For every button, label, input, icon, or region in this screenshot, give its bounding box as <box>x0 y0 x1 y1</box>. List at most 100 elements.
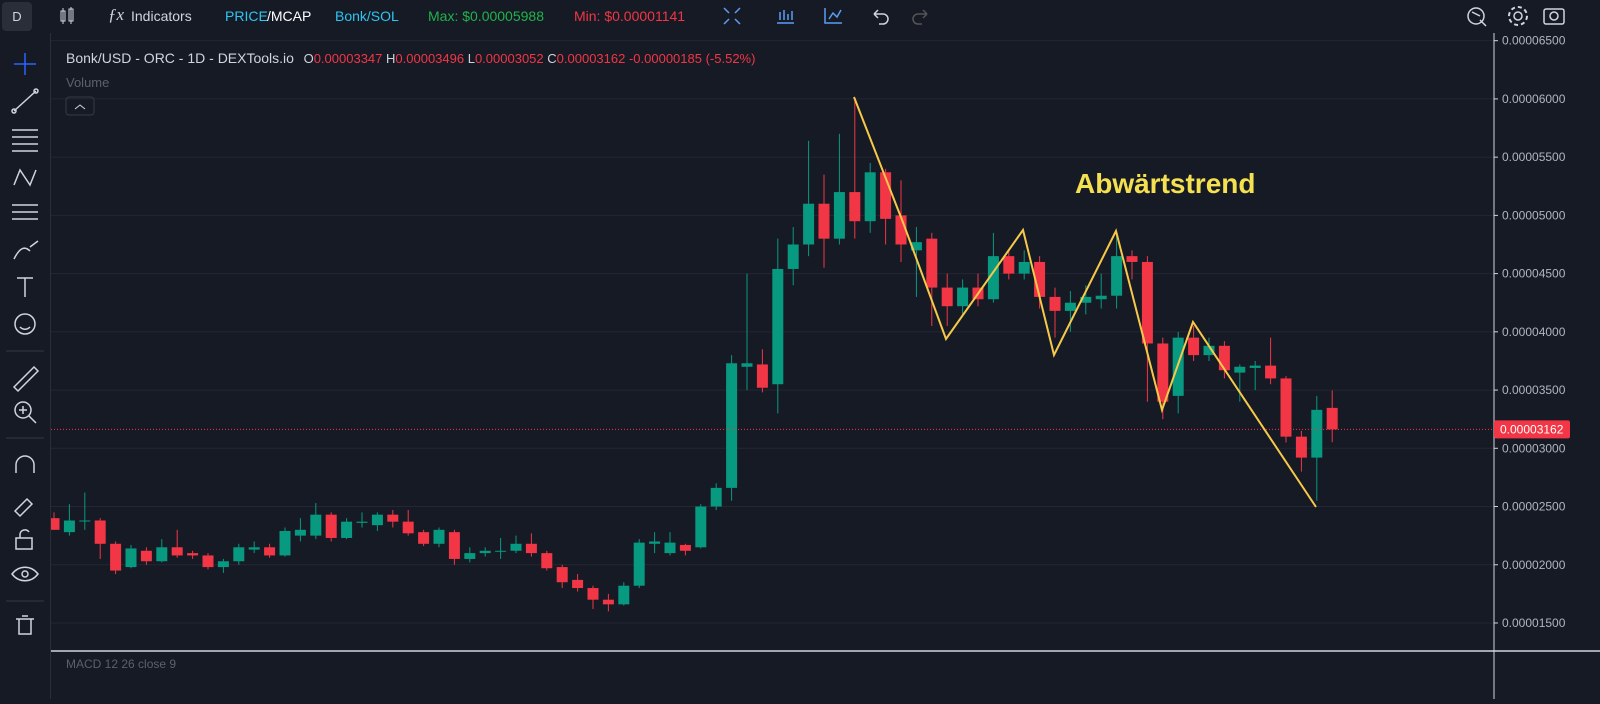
collapse-button[interactable] <box>65 96 95 116</box>
candle-body <box>726 363 738 488</box>
l-label: L <box>467 51 475 66</box>
candle-body <box>818 203 830 239</box>
candle-body <box>1003 256 1015 274</box>
candle-body <box>756 364 768 388</box>
candle-body <box>202 555 214 568</box>
trend-zigzag <box>853 96 1317 508</box>
candle-body <box>371 514 383 526</box>
candle-body <box>356 521 368 523</box>
volume-label: Volume <box>66 75 110 90</box>
candle-body <box>341 521 353 538</box>
candle-body <box>1157 343 1169 402</box>
candle-body <box>1249 365 1261 368</box>
candle-body <box>110 543 122 571</box>
candle-body <box>787 244 799 269</box>
fx-icon[interactable]: ƒx <box>108 5 125 24</box>
price-toggle[interactable]: PRICE <box>225 8 268 24</box>
c-label: C <box>547 51 557 66</box>
o-value: 0.00003347 <box>313 51 383 66</box>
mcap-toggle[interactable]: /MCAP <box>267 8 312 24</box>
candle-body <box>464 553 476 559</box>
candle-body <box>156 547 168 562</box>
top-toolbar: D ƒx Indicators PRICE /MCAP Bonk/SOL Max… <box>0 0 1600 33</box>
change: -0.00000185 (-5.52%) <box>628 51 756 66</box>
candle-body <box>1280 378 1292 437</box>
candle-body <box>987 256 999 300</box>
candle-body <box>679 544 691 551</box>
c-value: 0.00003162 <box>556 51 626 66</box>
candle-body <box>279 530 291 556</box>
y-tick-label: 0.00005500 <box>1502 150 1566 164</box>
candle-body <box>618 585 630 605</box>
symbol: Bonk/USD - ORC - 1D - DEXTools.io <box>66 50 294 66</box>
candle-body <box>1172 337 1184 396</box>
candle-body <box>94 520 106 544</box>
y-tick-label: 0.00006000 <box>1502 92 1566 106</box>
settings-icons[interactable] <box>1466 4 1600 28</box>
candle-body <box>325 514 337 538</box>
y-tick-label: 0.00005000 <box>1502 208 1566 222</box>
candle-body <box>1265 365 1277 379</box>
candle-body <box>233 547 245 562</box>
pair-toggle[interactable]: Bonk/SOL <box>335 8 399 24</box>
h-value: 0.00003496 <box>395 51 465 66</box>
candle-body <box>264 547 276 556</box>
candle-body <box>803 203 815 245</box>
candle-body <box>880 172 892 219</box>
candle-body <box>849 192 861 222</box>
candle-body <box>448 532 460 559</box>
candle-body <box>525 543 537 554</box>
drawing-tools[interactable] <box>0 33 50 699</box>
candle-body <box>510 543 522 551</box>
candle-body <box>1141 261 1153 344</box>
macd-label: MACD 12 26 close 9 <box>66 657 176 671</box>
candle-body <box>387 514 399 522</box>
candle-body <box>895 215 907 245</box>
candle-body <box>1080 296 1092 303</box>
candle-body <box>649 541 661 544</box>
candle-body <box>572 579 584 589</box>
candle-body <box>248 547 260 550</box>
candle-body <box>664 542 676 554</box>
candle-body <box>1311 409 1323 458</box>
candle-body <box>1188 337 1200 356</box>
candle-body <box>910 242 922 251</box>
candle-body <box>587 588 599 600</box>
toolbar-icons[interactable] <box>722 6 942 26</box>
candle-body <box>1095 295 1107 300</box>
candle-body <box>294 529 306 536</box>
candle-body <box>433 529 445 544</box>
candle-body <box>741 363 753 367</box>
candle-icon[interactable] <box>58 6 76 26</box>
candle-body <box>556 567 568 583</box>
candle-body <box>1049 296 1061 311</box>
candle-body <box>633 542 645 586</box>
y-tick-label: 0.00003500 <box>1502 383 1566 397</box>
legend: Bonk/USD - ORC - 1D - DEXTools.io O0.000… <box>66 50 755 66</box>
o-label: O <box>303 51 314 66</box>
l-value: 0.00003052 <box>474 51 544 66</box>
candle-body <box>710 487 722 507</box>
candle-body <box>1326 407 1338 430</box>
y-tick-label: 0.00004000 <box>1502 325 1566 339</box>
drawing-toolbar <box>0 33 51 699</box>
candle-body <box>772 268 784 385</box>
h-label: H <box>386 51 396 66</box>
candle-body <box>495 550 507 552</box>
candle-body <box>1111 256 1123 296</box>
layout-badge[interactable]: D <box>2 2 32 31</box>
candle-body <box>310 514 322 536</box>
candle-body <box>1218 345 1230 371</box>
candle-body <box>418 532 430 544</box>
max-price: Max: $0.00005988 <box>428 8 544 24</box>
candle-body <box>1034 261 1046 297</box>
candle-body <box>1295 436 1307 458</box>
candle-body <box>926 238 938 288</box>
y-tick-label: 0.00001500 <box>1502 616 1566 630</box>
indicators-button[interactable]: Indicators <box>131 8 192 24</box>
candle-body <box>140 550 152 562</box>
annotation: Abwärtstrend <box>1075 168 1255 199</box>
candle-body <box>79 520 91 522</box>
